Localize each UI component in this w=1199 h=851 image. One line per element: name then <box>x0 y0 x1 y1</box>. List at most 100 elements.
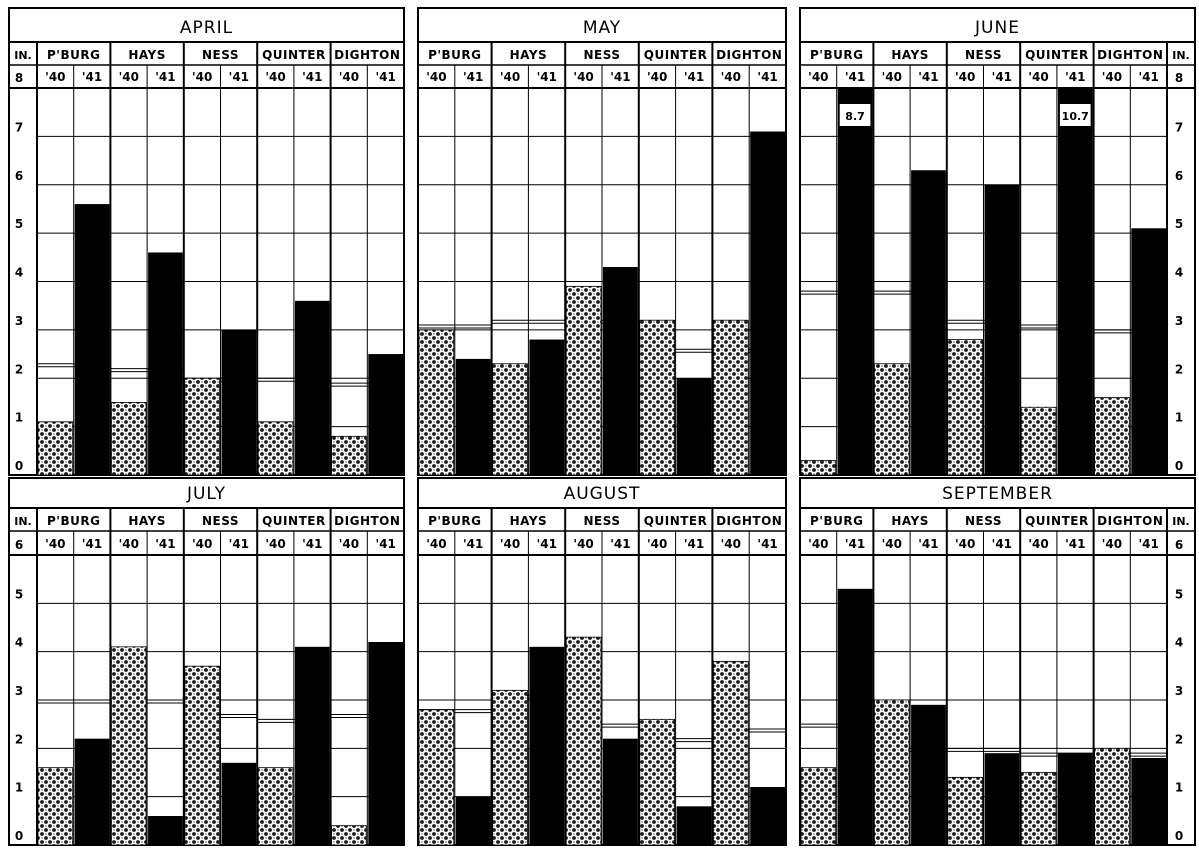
year-label: '40 <box>573 70 593 84</box>
y-tick-label: 5 <box>15 217 23 231</box>
bar-1940 <box>331 825 367 846</box>
y-tick-label: 4 <box>15 266 23 280</box>
y-tick-label: 5 <box>1175 217 1183 231</box>
bar-1941 <box>676 806 712 845</box>
panel-title: SEPTEMBER <box>942 484 1053 504</box>
station-label: P'BURG <box>428 48 481 62</box>
year-label: '40 <box>265 70 285 84</box>
bar-1940 <box>111 402 147 476</box>
bar-1941 <box>368 642 403 845</box>
year-label: '40 <box>955 70 975 84</box>
station-label: QUINTER <box>644 514 708 528</box>
y-tick-label: 0 <box>15 459 23 473</box>
y-tick-label: 8 <box>1175 71 1183 85</box>
bar-1940 <box>565 636 602 846</box>
bar-1941 <box>529 339 565 475</box>
station-label: NESS <box>584 48 621 62</box>
bar-1941 <box>603 266 638 475</box>
value-label-box <box>1059 104 1091 126</box>
y-tick-label: 1 <box>15 781 23 795</box>
bar-1940 <box>331 435 367 476</box>
year-label: '41 <box>684 70 704 84</box>
year-label: '41 <box>302 70 322 84</box>
year-label: '40 <box>882 70 902 84</box>
year-label: '41 <box>992 537 1012 551</box>
year-label: '41 <box>1138 537 1158 551</box>
year-label: '40 <box>1028 70 1048 84</box>
bar-1941 <box>74 204 110 475</box>
unit-label: IN. <box>1172 49 1189 62</box>
year-label: '41 <box>537 70 557 84</box>
bar-1940 <box>257 421 294 476</box>
y-tick-label: 3 <box>15 684 23 698</box>
year-label: '41 <box>1065 70 1085 84</box>
station-label: DIGHTON <box>716 48 782 62</box>
panel-title: JULY <box>186 484 226 504</box>
year-label: '41 <box>155 537 175 551</box>
y-tick-label: 6 <box>1175 169 1183 183</box>
panel-title: AUGUST <box>564 484 641 504</box>
bar-1941 <box>1131 758 1166 845</box>
station-label: P'BURG <box>810 48 863 62</box>
bar-1941 <box>148 252 183 475</box>
y-tick-label: 1 <box>1175 411 1183 425</box>
year-label: '41 <box>757 70 777 84</box>
station-label: HAYS <box>891 48 929 62</box>
year-label: '40 <box>882 537 902 551</box>
year-label: '40 <box>265 537 285 551</box>
y-tick-label: 8 <box>15 71 23 85</box>
y-tick-label: 6 <box>15 169 23 183</box>
y-tick-label: 0 <box>15 829 23 843</box>
year-label: '41 <box>375 70 395 84</box>
y-tick-label: 5 <box>1175 587 1183 601</box>
station-label: P'BURG <box>47 48 100 62</box>
panel-title: MAY <box>583 18 621 38</box>
bar-1941 <box>294 300 330 475</box>
value-label: 10.7 <box>1062 110 1089 123</box>
y-tick-label: 2 <box>15 732 23 746</box>
year-label: '41 <box>610 70 630 84</box>
y-tick-label: 2 <box>15 362 23 376</box>
bar-1941 <box>368 354 403 475</box>
panel-may: MAY P'BURG '40 '41 HAYS '40 '41 NESS '40 '41 QUINT… <box>417 7 787 476</box>
bar-1940 <box>418 709 455 846</box>
station-label: QUINTER <box>644 48 708 62</box>
bar-1941 <box>221 329 257 475</box>
bar-1940 <box>1020 406 1057 476</box>
unit-label: IN. <box>1172 515 1189 528</box>
panel-september: SEPTEMBER IN. 0 1 2 3 4 5 6 P'BURG '40 '41 HAYS '40 '4… <box>799 477 1196 846</box>
year-label: '40 <box>721 537 741 551</box>
year-label: '41 <box>463 70 483 84</box>
bar-1940 <box>713 319 749 476</box>
station-label: HAYS <box>510 48 548 62</box>
bar-1941 <box>750 787 785 845</box>
y-tick-label: 3 <box>1175 314 1183 328</box>
value-label: 8.7 <box>845 110 865 123</box>
year-label: '40 <box>647 70 667 84</box>
year-label: '41 <box>229 70 249 84</box>
year-label: '41 <box>1065 537 1085 551</box>
bar-1941 <box>529 646 565 845</box>
year-label: '41 <box>229 537 249 551</box>
y-tick-label: 7 <box>1175 120 1183 134</box>
bar-1940 <box>947 776 983 846</box>
unit-label: IN. <box>14 515 31 528</box>
bar-1941 <box>1057 753 1093 845</box>
year-label: '40 <box>500 70 520 84</box>
value-label-box <box>839 104 871 126</box>
bar-1940 <box>947 339 983 476</box>
year-label: '41 <box>610 537 630 551</box>
bar-1940 <box>111 646 147 846</box>
year-label: '41 <box>992 70 1012 84</box>
station-label: HAYS <box>891 514 929 528</box>
bar-1940 <box>184 377 220 476</box>
station-label: P'BURG <box>47 514 100 528</box>
y-tick-label: 4 <box>1175 266 1183 280</box>
y-tick-label: 3 <box>15 314 23 328</box>
year-label: '41 <box>918 537 938 551</box>
bar-1941 <box>294 646 330 845</box>
bar-1941 <box>148 816 183 845</box>
station-label: NESS <box>965 48 1002 62</box>
panel-april: APRIL IN. 0 1 2 3 4 5 6 7 8 P'BURG '40 '41 HAYS '40 '41 N… <box>8 7 405 476</box>
year-label: '40 <box>192 537 212 551</box>
